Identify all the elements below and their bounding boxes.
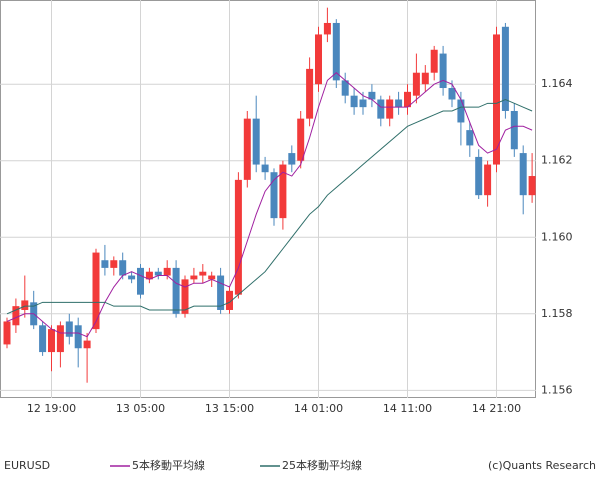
candle-body xyxy=(56,325,64,353)
x-tick-label: 13 05:00 xyxy=(116,402,165,415)
candle-body xyxy=(412,72,420,96)
candle-body xyxy=(92,252,100,330)
candle-body xyxy=(234,179,242,295)
ma-line xyxy=(6,98,533,315)
y-tick-label: 1.162 xyxy=(541,154,573,167)
candle-body xyxy=(12,306,20,326)
candle-body xyxy=(510,110,518,150)
candle-body xyxy=(350,95,358,108)
candle-body xyxy=(386,99,394,119)
y-tick-label: 1.164 xyxy=(541,77,573,90)
candle-body xyxy=(466,130,474,146)
candle-body xyxy=(154,271,162,276)
candle-body xyxy=(332,22,340,81)
candle-body xyxy=(208,275,216,280)
x-tick-label: 14 01:00 xyxy=(294,402,343,415)
legend-label: 25本移動平均線 xyxy=(282,458,362,472)
candle-body xyxy=(65,321,73,337)
x-tick-label: 14 11:00 xyxy=(383,402,432,415)
candle-body xyxy=(39,325,47,353)
y-tick-label: 1.160 xyxy=(541,230,573,243)
y-tick-label: 1.156 xyxy=(541,383,573,396)
candle-body xyxy=(243,118,251,180)
candle-body xyxy=(137,267,144,295)
candle-body xyxy=(145,271,153,280)
candle-body xyxy=(74,325,82,349)
candle-body xyxy=(252,118,260,165)
legend-label: 5本移動平均線 xyxy=(132,458,205,472)
candle-body xyxy=(439,53,447,89)
candle-body xyxy=(217,275,225,310)
candle-body xyxy=(315,34,322,85)
candle-body xyxy=(404,91,411,108)
candle-body xyxy=(368,91,376,100)
candle-body xyxy=(3,321,11,345)
candle-body xyxy=(359,99,367,108)
candle-body xyxy=(119,260,127,276)
ma-line xyxy=(6,72,533,338)
candle-body xyxy=(430,49,438,73)
candle-body xyxy=(261,164,269,173)
candle-body xyxy=(493,34,500,165)
candle-body xyxy=(172,267,180,314)
candle-body xyxy=(48,329,55,353)
candle-body xyxy=(226,290,233,310)
candle-body xyxy=(519,153,527,196)
candle-body xyxy=(501,26,509,111)
candle-body xyxy=(323,22,331,35)
x-tick-label: 12 19:00 xyxy=(27,402,76,415)
candle-body xyxy=(306,68,314,119)
candle-body xyxy=(288,153,296,165)
candle-body xyxy=(199,271,207,276)
candle-body xyxy=(484,164,492,196)
candle-body xyxy=(457,99,465,123)
symbol: EURUSD xyxy=(4,459,50,472)
candle-body xyxy=(421,72,429,85)
candle-body xyxy=(279,164,287,219)
candle-body xyxy=(528,176,536,196)
candle-body xyxy=(21,300,29,310)
x-tick-label: 13 15:00 xyxy=(205,402,254,415)
candle-body xyxy=(395,99,403,108)
candle-body xyxy=(163,267,171,276)
candle-body xyxy=(83,340,91,349)
y-tick-label: 1.158 xyxy=(541,307,573,320)
candle-body xyxy=(270,172,278,219)
candle-body xyxy=(297,118,305,161)
candle-body xyxy=(190,275,198,280)
candle-body xyxy=(341,80,349,96)
candle-body xyxy=(181,279,189,314)
candle-body xyxy=(128,275,136,280)
credit: (c)Quants Research xyxy=(488,459,596,472)
candle-body xyxy=(101,260,109,268)
candle-body xyxy=(475,156,483,196)
candle-body xyxy=(110,260,118,268)
x-tick-label: 14 21:00 xyxy=(472,402,521,415)
candle-body xyxy=(377,99,385,119)
candle-body xyxy=(448,88,456,100)
